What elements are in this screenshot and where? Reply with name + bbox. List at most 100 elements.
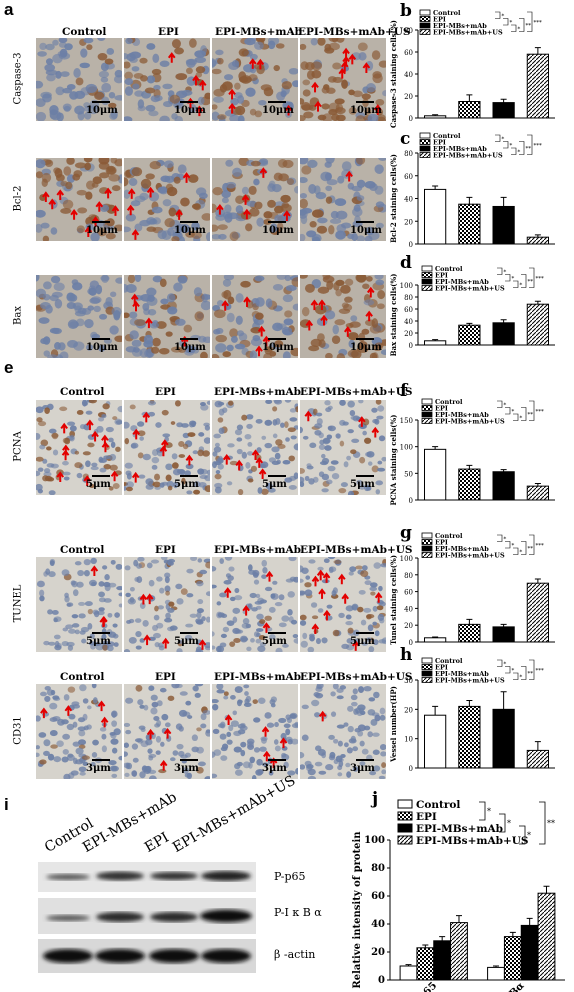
micrograph-r1-c1 <box>124 158 210 241</box>
sig-star: ** <box>528 279 534 285</box>
scale-bar <box>268 475 286 477</box>
sig-star: * <box>504 402 507 408</box>
y-tick-label: 60 <box>404 306 413 314</box>
bar <box>492 708 515 769</box>
error-bar <box>500 691 507 710</box>
error-bar <box>534 300 541 305</box>
sig-bracket <box>529 267 535 288</box>
error-bar <box>432 446 439 450</box>
y-tick-label: 0 <box>378 975 385 986</box>
scale-label: 10μm <box>350 105 382 116</box>
sig-bracket <box>505 407 511 415</box>
sig-star: * <box>504 269 507 275</box>
legend-swatch <box>421 545 433 552</box>
error-bar <box>422 944 429 948</box>
col-header-epi-mbs-mab-e3: EPI-MBs+mAb <box>214 671 301 683</box>
legend-swatch <box>421 677 433 683</box>
legend-label: EPI-MBs+mAb <box>435 411 489 419</box>
y-tick-label: 0 <box>409 342 413 350</box>
error-bar <box>432 705 439 716</box>
y-tick-label: 80 <box>404 150 413 158</box>
micrograph-r0-c0 <box>36 38 122 121</box>
error-bar <box>534 578 541 584</box>
legend-label: Control <box>435 532 463 540</box>
y-axis-label: Bax staining cells(%) <box>389 274 398 357</box>
y-tick-label: 60 <box>404 49 413 57</box>
scale-label: 10μm <box>86 225 118 236</box>
sig-star: *** <box>536 409 545 415</box>
y-tick-label: 0 <box>409 241 413 249</box>
bar <box>450 922 468 981</box>
legend-label: EPI-MBs+mAb <box>435 545 489 553</box>
scale-label: 10μm <box>350 225 382 236</box>
sig-star: ** <box>528 546 534 552</box>
bar <box>526 582 549 643</box>
sig-bracket <box>527 134 533 155</box>
bar <box>492 102 515 119</box>
sig-bracket <box>529 400 535 421</box>
legend-swatch <box>421 278 433 285</box>
sig-bracket <box>521 274 527 288</box>
error-bar <box>534 482 541 487</box>
sig-star: * <box>512 409 515 415</box>
legend-label: Control <box>433 9 461 17</box>
legend-swatch <box>419 152 431 158</box>
legend-label: EPI <box>433 139 446 147</box>
bar <box>458 101 481 119</box>
micrograph-r0-c1 <box>124 400 210 495</box>
sig-star: *** <box>534 20 543 26</box>
y-tick-label: 20 <box>404 93 413 101</box>
micrograph-r2-c1 <box>124 684 210 779</box>
micrograph-r2-c3 <box>300 684 386 779</box>
wb-blot-actin <box>38 939 256 973</box>
wb-label-p65: P-p65 <box>274 870 306 883</box>
scale-label: 5μm <box>262 636 287 647</box>
scale-label: 5μm <box>174 636 199 647</box>
bar <box>537 892 556 981</box>
sig-bracket <box>495 11 501 19</box>
scale-bar <box>180 632 198 634</box>
sig-bracket <box>495 134 501 142</box>
legend-label: EPI-MBs+mAb+US <box>435 418 505 426</box>
sig-bracket <box>513 672 519 680</box>
legend-swatch <box>421 657 433 664</box>
legend-swatch <box>397 811 413 821</box>
micrograph-r2-c2 <box>212 275 298 358</box>
legend-label: EPI-MBs+mAb+US <box>416 835 529 847</box>
y-axis-label: Caspase-3 staining cells(%) <box>389 20 398 128</box>
scale-bar <box>180 759 198 761</box>
y-tick-label: 80 <box>371 863 385 874</box>
micrograph-r0-c3 <box>300 400 386 495</box>
sig-star: ** <box>528 412 534 418</box>
legend-label: Control <box>433 132 461 140</box>
scale-bar <box>268 338 286 340</box>
sig-bracket <box>513 413 519 421</box>
y-axis-label: Relative intensity of protein <box>352 831 363 989</box>
scale-bar <box>356 759 374 761</box>
bar <box>492 626 515 643</box>
bar <box>416 947 435 981</box>
sig-star: * <box>512 668 515 674</box>
micrograph-r1-c2 <box>212 557 298 652</box>
bar <box>424 637 447 643</box>
bar <box>458 468 481 501</box>
scale-bar <box>180 338 198 340</box>
y-axis-label: Vessel number(HP) <box>389 686 398 763</box>
legend-label: EPI-MBs+mAb+US <box>435 285 505 293</box>
scale-bar <box>92 632 110 634</box>
error-bar <box>466 94 473 102</box>
scale-bar <box>92 475 110 477</box>
bar <box>526 485 549 501</box>
y-tick-label: 40 <box>404 318 413 326</box>
legend-label: EPI-MBs+mAb <box>435 278 489 286</box>
legend-swatch <box>419 29 431 35</box>
y-tick-label: 20 <box>371 947 385 958</box>
bar <box>526 303 549 346</box>
scale-bar <box>180 475 198 477</box>
sig-star: ** <box>526 23 532 29</box>
legend-swatch <box>397 823 413 833</box>
scale-label: 10μm <box>262 342 294 353</box>
sig-star: * <box>487 807 491 816</box>
bar <box>424 448 447 501</box>
x-tick-label: P-p65 <box>409 980 439 992</box>
